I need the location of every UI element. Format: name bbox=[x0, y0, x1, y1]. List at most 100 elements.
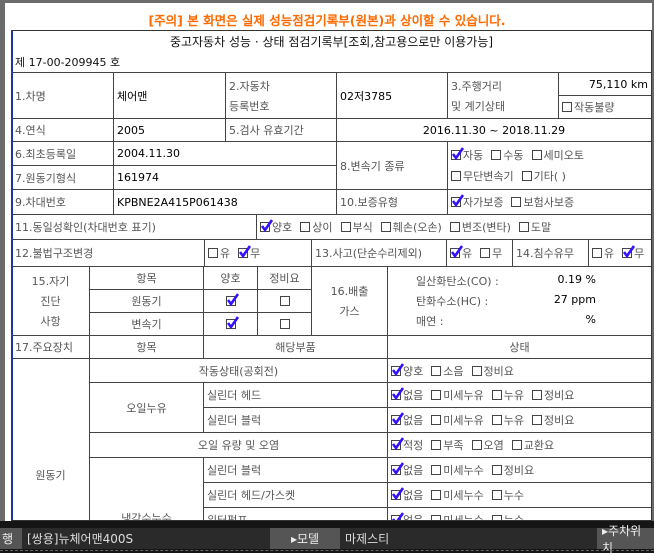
checkbox[interactable] bbox=[480, 248, 491, 258]
checkbox[interactable] bbox=[431, 490, 442, 500]
checkbox-option[interactable]: 작동불량 bbox=[562, 99, 614, 115]
checkbox-option[interactable]: 자가보증 bbox=[451, 194, 503, 210]
checkbox-option[interactable]: 부식 bbox=[340, 219, 373, 235]
checkbox[interactable] bbox=[491, 465, 502, 475]
checkbox[interactable] bbox=[518, 222, 529, 232]
checkbox-option[interactable]: 변조(변타) bbox=[449, 219, 511, 235]
checkbox-option[interactable]: 적정 bbox=[391, 437, 423, 453]
checkbox-label: 무 bbox=[250, 247, 261, 260]
checkbox[interactable] bbox=[391, 462, 404, 475]
checkbox-option[interactable]: 정비요 bbox=[531, 387, 574, 403]
checkbox[interactable] bbox=[238, 245, 252, 258]
checkbox[interactable] bbox=[449, 222, 460, 232]
checkbox[interactable] bbox=[471, 440, 482, 450]
checkbox-option[interactable]: 미세누유 bbox=[431, 387, 484, 403]
checkbox[interactable] bbox=[511, 197, 522, 207]
checkbox-option[interactable]: 정비요 bbox=[531, 412, 574, 428]
checkbox-option[interactable]: 미세누수 bbox=[431, 512, 484, 520]
checkbox-option[interactable]: 무 bbox=[238, 245, 260, 261]
checkbox-option[interactable]: 양호 bbox=[391, 362, 423, 379]
checkbox[interactable] bbox=[531, 390, 542, 400]
checkbox[interactable] bbox=[340, 222, 351, 232]
checkbox-option[interactable]: 상이 bbox=[300, 219, 333, 235]
checkbox[interactable] bbox=[511, 440, 522, 450]
checkbox[interactable] bbox=[450, 245, 463, 258]
checkbox[interactable] bbox=[451, 194, 464, 207]
checkbox[interactable] bbox=[471, 365, 482, 376]
checkbox[interactable] bbox=[391, 412, 404, 425]
checkbox[interactable] bbox=[380, 222, 391, 232]
checkbox[interactable] bbox=[300, 222, 311, 232]
checkbox-option[interactable]: 훼손(오손) bbox=[380, 219, 442, 235]
checkbox[interactable] bbox=[451, 171, 461, 181]
checkbox-option[interactable]: 자동 bbox=[451, 147, 483, 163]
checkbox-option[interactable]: 없음 bbox=[391, 412, 423, 428]
checkbox-option[interactable]: 없음 bbox=[391, 512, 423, 520]
checkbox-option[interactable]: 세미오토 bbox=[531, 147, 584, 163]
checkbox[interactable] bbox=[562, 102, 572, 112]
checkbox[interactable] bbox=[391, 387, 404, 400]
checkbox[interactable] bbox=[491, 415, 502, 425]
checkbox[interactable] bbox=[391, 362, 404, 376]
checkbox[interactable] bbox=[531, 415, 542, 425]
checkbox-option[interactable]: 무 bbox=[480, 245, 502, 261]
checkbox-option[interactable]: 수동 bbox=[491, 147, 524, 163]
checkbox-option[interactable]: 없음 bbox=[391, 387, 423, 403]
selfdiag-repair-checkbox[interactable] bbox=[279, 296, 290, 306]
checkbox[interactable] bbox=[491, 390, 502, 400]
checkbox[interactable] bbox=[431, 440, 442, 450]
checkbox-option[interactable]: 누수 bbox=[491, 512, 524, 520]
selfdiag-repair-checkbox[interactable] bbox=[279, 319, 290, 329]
checkbox-option[interactable]: 양호 bbox=[260, 219, 292, 235]
checkbox-option[interactable]: 미세누수 bbox=[431, 462, 484, 478]
checkbox-option[interactable]: 미세누수 bbox=[431, 487, 484, 503]
checkbox[interactable] bbox=[431, 390, 442, 400]
checkbox-option[interactable]: 기타( ) bbox=[521, 168, 566, 184]
checkbox[interactable] bbox=[491, 150, 502, 160]
parking-location-button[interactable]: ▸주차위치 bbox=[597, 524, 654, 555]
selfdiag-good-checkbox[interactable] bbox=[225, 316, 239, 329]
checkbox[interactable] bbox=[521, 171, 532, 181]
checkbox[interactable] bbox=[391, 487, 404, 500]
water-pump-label: 워터펌프 bbox=[203, 507, 388, 520]
checkbox-option[interactable]: 소음 bbox=[431, 363, 464, 379]
checkbox-option[interactable]: 정비요 bbox=[491, 462, 534, 478]
checkbox[interactable] bbox=[491, 515, 502, 520]
checkbox-option[interactable]: 보험사보증 bbox=[511, 194, 574, 210]
checkbox-option[interactable]: 교환요 bbox=[511, 437, 554, 453]
checkbox[interactable] bbox=[531, 150, 542, 160]
checkbox-option[interactable]: 미세누유 bbox=[431, 412, 484, 428]
checkbox-option[interactable]: 무 bbox=[622, 245, 644, 261]
checkbox-option[interactable]: 유 bbox=[450, 245, 472, 261]
checkbox[interactable] bbox=[208, 248, 218, 258]
checkbox[interactable] bbox=[431, 415, 442, 425]
checkbox[interactable] bbox=[451, 147, 464, 160]
checkbox[interactable] bbox=[391, 512, 404, 520]
checkbox-option[interactable]: 무단변속기 bbox=[451, 168, 514, 184]
checkmark-icon bbox=[226, 293, 239, 306]
checkbox[interactable] bbox=[391, 437, 404, 450]
checkbox-option[interactable]: 유 bbox=[592, 245, 614, 261]
checkbox-option[interactable]: 오염 bbox=[471, 437, 504, 453]
checkbox-option[interactable]: 부족 bbox=[431, 437, 464, 453]
selfdiag-good-checkbox[interactable] bbox=[225, 293, 239, 306]
checkbox[interactable] bbox=[491, 490, 502, 500]
checkbox-option[interactable]: 도말 bbox=[518, 219, 551, 235]
checkbox[interactable] bbox=[431, 365, 442, 376]
checkbox[interactable] bbox=[622, 245, 636, 258]
checkbox-option[interactable]: 누유 bbox=[491, 387, 524, 403]
checkbox[interactable] bbox=[592, 248, 602, 258]
checkbox-option[interactable]: 누유 bbox=[491, 412, 524, 428]
checkbox-option[interactable]: 없음 bbox=[391, 462, 423, 478]
checkbox-option[interactable]: 누수 bbox=[491, 487, 524, 503]
checkbox[interactable] bbox=[260, 219, 273, 232]
checkbox-option[interactable]: 없음 bbox=[391, 487, 423, 503]
checkbox-option[interactable]: 정비요 bbox=[471, 363, 514, 379]
checkbox-option[interactable]: 유 bbox=[208, 245, 230, 261]
checkbox[interactable] bbox=[431, 465, 442, 475]
checkmark-icon bbox=[391, 362, 404, 376]
model-button[interactable]: ▸모델 bbox=[270, 528, 340, 549]
oil-level-options: 적정 부족 오염 교환요 bbox=[387, 432, 651, 458]
checkbox[interactable] bbox=[431, 515, 442, 520]
